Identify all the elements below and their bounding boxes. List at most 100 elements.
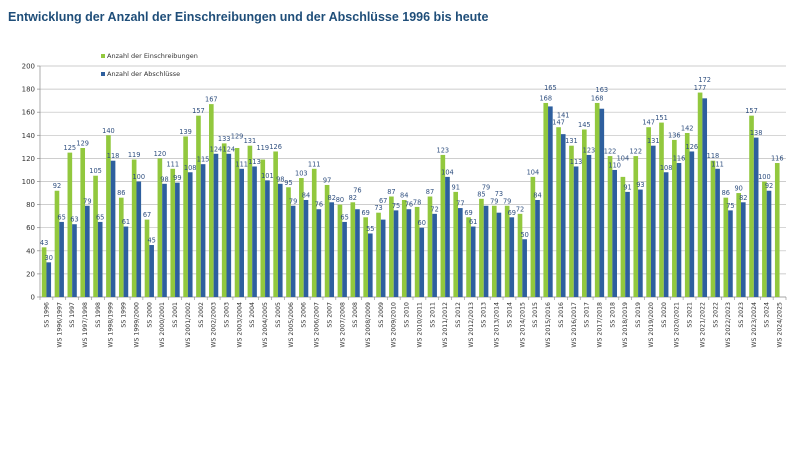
x-tick-label: WS 2017/2018 xyxy=(597,302,604,348)
bar-einschreibungen xyxy=(646,127,651,297)
data-label-einschreibungen: 103 xyxy=(295,170,308,178)
data-label-abschluesse: 75 xyxy=(726,202,734,210)
x-tick-label: WS 2008/2009 xyxy=(365,302,372,348)
data-label-einschreibungen: 151 xyxy=(655,114,668,122)
data-label-abschluesse: 98 xyxy=(160,175,168,183)
bar-abschluesse xyxy=(200,164,206,297)
data-label-einschreibungen: 73 xyxy=(374,204,382,212)
data-label-einschreibungen: 142 xyxy=(681,124,694,132)
data-label-einschreibungen: 126 xyxy=(269,143,282,151)
bar-abschluesse xyxy=(85,205,90,297)
bar-abschluesse xyxy=(650,145,656,297)
bar-einschreibungen xyxy=(234,148,240,297)
data-label-abschluesse: 111 xyxy=(235,160,248,168)
bar-einschreibungen xyxy=(556,127,561,297)
data-label-einschreibungen: 147 xyxy=(642,119,655,127)
data-label-einschreibungen: 157 xyxy=(745,107,758,115)
bar-abschluesse xyxy=(766,190,772,297)
bar-einschreibungen xyxy=(723,197,729,297)
x-tick-label: WS 2020/2021 xyxy=(674,302,681,348)
bar-abschluesse xyxy=(728,210,733,297)
data-label-einschreibungen: 100 xyxy=(758,173,771,181)
bar-einschreibungen xyxy=(440,154,446,297)
bar-einschreibungen xyxy=(582,129,587,297)
x-tick-label: SS 2013 xyxy=(481,302,488,328)
bar-einschreibungen xyxy=(299,178,304,297)
bar-einschreibungen xyxy=(209,104,214,298)
bar-abschluesse xyxy=(355,209,360,297)
data-label-abschluesse: 172 xyxy=(698,76,711,84)
bar-einschreibungen xyxy=(517,213,523,297)
bar-einschreibungen xyxy=(324,184,330,297)
data-label-einschreibungen: 131 xyxy=(244,137,257,145)
chart-title: Entwicklung der Anzahl der Einschreibung… xyxy=(8,10,489,24)
x-tick-label: SS 1996 xyxy=(43,302,50,328)
data-label-abschluesse: 69 xyxy=(508,209,516,217)
bar-einschreibungen xyxy=(414,206,420,297)
data-label-einschreibungen: 84 xyxy=(400,191,408,199)
data-label-abschluesse: 111 xyxy=(711,160,724,168)
bar-abschluesse xyxy=(367,233,373,297)
bar-einschreibungen xyxy=(774,163,780,297)
bar-abschluesse xyxy=(509,217,515,297)
data-label-abschluesse: 30 xyxy=(45,254,53,262)
data-labels: 43 30 92 65 125 63 129 79 105 65 140 118 86 61 119 100 6… xyxy=(40,76,784,262)
data-label-abschluesse: 113 xyxy=(248,158,261,166)
data-label-einschreibungen: 95 xyxy=(284,179,292,187)
bar-abschluesse xyxy=(59,221,64,297)
bar-abschluesse xyxy=(342,221,347,297)
x-tick-label: SS 2022 xyxy=(712,302,719,328)
bar-abschluesse xyxy=(419,227,425,297)
bar-einschreibungen xyxy=(144,219,150,297)
data-label-abschluesse: 76 xyxy=(353,187,361,195)
bar-einschreibungen xyxy=(401,199,407,297)
data-label-einschreibungen: 111 xyxy=(166,160,179,168)
x-tick-label: WS 2016/2017 xyxy=(571,302,578,348)
data-label-abschluesse: 126 xyxy=(686,143,699,151)
x-tick-label: WS 2007/2008 xyxy=(339,302,346,348)
bar-einschreibungen xyxy=(260,159,266,297)
data-label-einschreibungen: 87 xyxy=(426,188,434,196)
data-label-einschreibungen: 86 xyxy=(722,189,730,197)
data-label-abschluesse: 91 xyxy=(623,183,631,191)
bar-einschreibungen xyxy=(684,132,690,297)
bar-abschluesse xyxy=(496,212,502,297)
bar-abschluesse xyxy=(573,166,579,297)
data-label-einschreibungen: 104 xyxy=(617,154,630,162)
bar-einschreibungen xyxy=(607,156,613,297)
data-label-abschluesse: 79 xyxy=(83,197,91,205)
bar-abschluesse xyxy=(663,172,669,297)
data-label-einschreibungen: 147 xyxy=(552,119,565,127)
bar-einschreibungen xyxy=(620,176,626,297)
data-label-abschluesse: 104 xyxy=(441,168,454,176)
bar-abschluesse xyxy=(740,202,746,297)
bar-einschreibungen xyxy=(286,187,291,297)
bar-einschreibungen xyxy=(363,217,368,297)
bar-abschluesse xyxy=(290,205,296,297)
data-label-einschreibungen: 139 xyxy=(179,128,192,136)
data-label-einschreibungen: 69 xyxy=(464,209,472,217)
data-label-einschreibungen: 80 xyxy=(336,196,344,204)
data-label-einschreibungen: 72 xyxy=(516,205,524,213)
data-label-einschreibungen: 43 xyxy=(40,239,48,247)
y-tick-label: 20 xyxy=(26,270,35,278)
bar-einschreibungen xyxy=(569,145,574,297)
x-tick-label: SS 2016 xyxy=(558,302,565,328)
x-tick-label: WS 2014/2015 xyxy=(519,302,526,348)
data-label-abschluesse: 61 xyxy=(469,218,477,226)
data-label-abschluesse: 65 xyxy=(57,213,65,221)
data-label-einschreibungen: 120 xyxy=(154,150,167,158)
x-tick-label: WS 2011/2012 xyxy=(442,302,449,348)
bar-abschluesse xyxy=(162,183,167,297)
data-label-einschreibungen: 168 xyxy=(591,94,604,102)
data-label-einschreibungen: 85 xyxy=(477,190,485,198)
data-label-abschluesse: 50 xyxy=(520,231,528,239)
bar-einschreibungen xyxy=(221,143,227,297)
bar-abschluesse xyxy=(535,199,540,297)
bar-einschreibungen xyxy=(131,159,137,297)
bar-einschreibungen xyxy=(54,190,60,297)
bar-einschreibungen xyxy=(736,193,741,297)
bar-einschreibungen xyxy=(504,205,510,297)
x-tick-label: WS 2006/2007 xyxy=(314,302,321,348)
data-label-abschluesse: 67 xyxy=(379,197,387,205)
